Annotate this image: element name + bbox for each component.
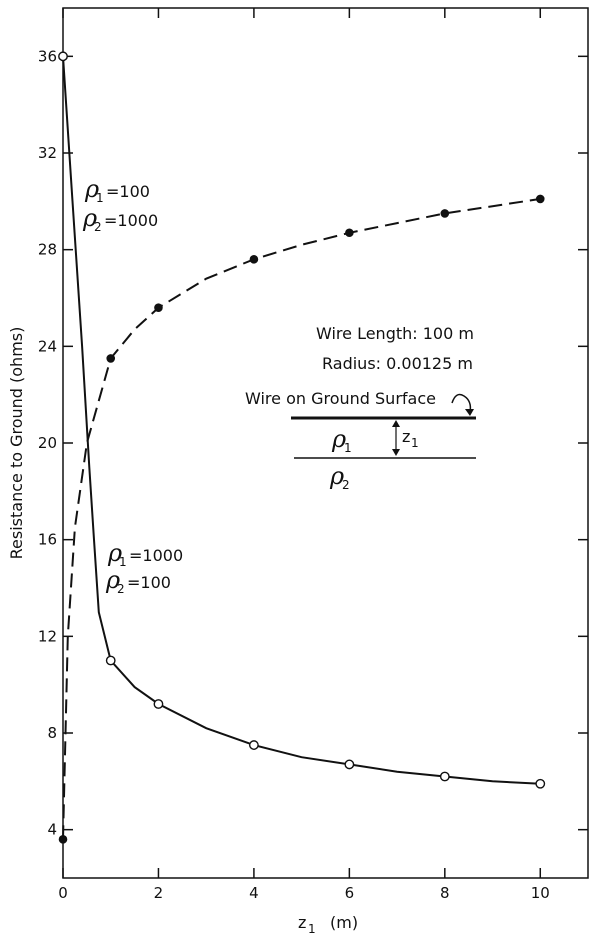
y-tick-label: 8	[47, 724, 57, 742]
data-point-filled	[154, 303, 163, 312]
rho-2-subscript: 2	[117, 582, 125, 596]
data-point-open	[439, 771, 450, 782]
rho-2-value: =100	[127, 573, 171, 592]
depth-arrow-bottom	[392, 449, 400, 456]
wire-on-ground-text: Wire on Ground Surface	[245, 389, 436, 408]
x-axis-label: z 1 (m)	[298, 913, 358, 936]
upper-layer-rho-subscript: 1	[344, 441, 352, 455]
depth-subscript: 1	[411, 436, 419, 450]
axis-ticks	[62, 8, 588, 878]
inset-diagram: Wire Length: 100 m Radius: 0.00125 m Wir…	[245, 324, 476, 492]
series-dashed-curve	[62, 197, 541, 840]
rho-1-value: =100	[106, 182, 150, 201]
wire-pointer-arrowhead	[465, 409, 474, 416]
x-tick-label: 10	[531, 884, 550, 902]
x-tick-label: 0	[58, 884, 68, 902]
x-axis-symbol: z	[298, 913, 306, 932]
x-axis-symbol-subscript: 1	[308, 922, 316, 936]
y-tick-label: 32	[38, 144, 57, 162]
y-axis-label: Resistance to Ground (ohms)	[7, 327, 26, 560]
x-tick-label: 8	[440, 884, 450, 902]
x-tick-label: 6	[345, 884, 355, 902]
rho-1-symbol: ρ	[107, 539, 122, 567]
x-tick-label: 2	[154, 884, 164, 902]
radius-text: Radius: 0.00125 m	[322, 354, 473, 373]
depth-arrow-top	[392, 420, 400, 427]
x-axis-unit: (m)	[330, 913, 358, 932]
wire-pointer-arrow	[451, 393, 472, 413]
data-point-filled	[535, 194, 545, 204]
data-point-filled	[440, 209, 450, 218]
rho-2-symbol: ρ	[105, 566, 120, 594]
data-points	[58, 51, 546, 844]
series-b-label: ρ 1 =1000 ρ 2 =100	[105, 539, 183, 596]
data-point-open	[249, 740, 259, 750]
data-point-filled	[249, 255, 259, 264]
rho-1-value: =1000	[129, 546, 183, 565]
rho-2-value: =1000	[104, 211, 158, 230]
data-point-filled	[106, 354, 116, 363]
data-point-open	[58, 51, 68, 62]
rho-1-subscript: 1	[96, 191, 104, 205]
y-tick-label: 20	[38, 434, 57, 452]
rho-2-symbol: ρ	[82, 204, 97, 232]
y-tick-label: 36	[38, 47, 57, 65]
y-tick-label: 16	[38, 531, 57, 549]
lower-layer-rho: ρ	[329, 462, 344, 490]
upper-layer-rho: ρ	[331, 425, 346, 453]
data-point-filled	[58, 835, 68, 844]
wire-length-text: Wire Length: 100 m	[316, 324, 474, 343]
data-point-filled	[345, 228, 354, 238]
data-point-open	[105, 655, 116, 666]
x-tick-label: 4	[249, 884, 259, 902]
y-tick-label: 4	[47, 821, 57, 839]
y-tick-label: 28	[38, 241, 57, 259]
rho-2-subscript: 2	[94, 220, 102, 234]
lower-layer-rho-subscript: 2	[342, 478, 350, 492]
series-a-label: ρ 1 =100 ρ 2 =1000	[82, 175, 158, 234]
series-solid-curve	[62, 56, 541, 785]
rho-1-symbol: ρ	[84, 175, 99, 203]
data-point-open	[535, 778, 546, 789]
depth-symbol: z	[402, 427, 410, 446]
data-point-open	[153, 699, 164, 709]
data-point-open	[344, 759, 355, 770]
plot-frame	[62, 7, 589, 879]
y-tick-label: 24	[38, 337, 57, 355]
y-tick-label: 12	[38, 627, 57, 645]
rho-1-subscript: 1	[119, 555, 127, 569]
